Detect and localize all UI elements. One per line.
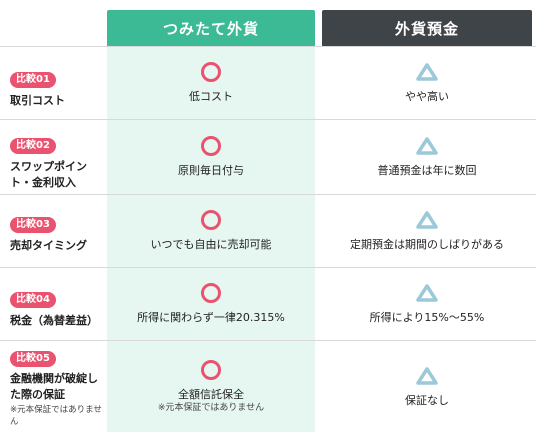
tsumitate-note: ※元本保証ではありません <box>157 402 265 413</box>
row-title: スワップポイント・金利収入 <box>10 160 87 189</box>
table-row: 比較03 売却タイミング いつでも自由に売却可能 定期預金は期間のしばりがある <box>0 195 536 267</box>
tsumitate-cell: 所得に関わらず一律20.315% <box>107 268 315 340</box>
yokin-cell: やや高い <box>322 47 532 119</box>
row-divider <box>0 267 536 268</box>
row-label: 比較01 取引コスト <box>10 67 105 109</box>
yokin-cell: 所得により15%〜55% <box>322 268 532 340</box>
yokin-value: 普通預金は年に数回 <box>377 164 477 177</box>
row-label: 比較03 売却タイミング <box>10 212 105 254</box>
row-title: 売却タイミング <box>10 239 87 252</box>
table-row: 比較01 取引コスト 低コスト やや高い <box>0 47 536 119</box>
comparison-badge: 比較05 <box>10 351 56 367</box>
tsumitate-cell: 低コスト <box>107 47 315 119</box>
row-title: 取引コスト <box>10 94 65 107</box>
tsumitate-value: 原則毎日付与 <box>178 164 244 177</box>
tsumitate-value: いつでも自由に売却可能 <box>150 238 272 251</box>
triangle-icon <box>416 63 438 81</box>
yokin-cell: 保証なし <box>322 341 532 432</box>
row-label: 比較05 金融機関が破綻した際の保証 ※元本保証ではありません <box>10 346 105 428</box>
row-divider <box>0 46 536 47</box>
yokin-value: やや高い <box>405 90 449 103</box>
row-title: 金融機関が破綻した際の保証 <box>10 372 98 401</box>
table-row: 比較05 金融機関が破綻した際の保証 ※元本保証ではありません 全額信託保全 ※… <box>0 341 536 432</box>
row-title: 税金（為替差益） <box>10 314 98 327</box>
triangle-icon <box>416 137 438 155</box>
circle-icon <box>201 359 221 380</box>
row-divider <box>0 340 536 341</box>
yokin-cell: 定期預金は期間のしばりがある <box>322 195 532 267</box>
row-note: ※元本保証ではありません <box>10 405 102 427</box>
tsumitate-cell: 原則毎日付与 <box>107 120 315 194</box>
row-divider <box>0 194 536 195</box>
comparison-badge: 比較02 <box>10 138 56 154</box>
triangle-icon <box>416 284 438 302</box>
comparison-badge: 比較01 <box>10 72 56 88</box>
yokin-value: 所得により15%〜55% <box>369 311 485 324</box>
table-row: 比較02 スワップポイント・金利収入 原則毎日付与 普通預金は年に数回 <box>0 120 536 194</box>
circle-icon <box>201 283 221 303</box>
circle-icon <box>201 62 221 82</box>
header-gaika-yokin: 外貨預金 <box>322 10 532 46</box>
comparison-badge: 比較04 <box>10 292 56 308</box>
tsumitate-cell: いつでも自由に売却可能 <box>107 195 315 267</box>
header-tsumitate-gaika: つみたて外貨 <box>107 10 315 46</box>
circle-icon <box>201 136 221 156</box>
tsumitate-value: 全額信託保全 <box>178 387 244 401</box>
triangle-icon <box>416 366 438 385</box>
tsumitate-value: 所得に関わらず一律20.315% <box>137 311 285 324</box>
table-row: 比較04 税金（為替差益） 所得に関わらず一律20.315% 所得により15%〜… <box>0 268 536 340</box>
yokin-cell: 普通預金は年に数回 <box>322 120 532 194</box>
comparison-badge: 比較03 <box>10 217 56 233</box>
row-label: 比較04 税金（為替差益） <box>10 287 105 329</box>
tsumitate-cell: 全額信託保全 ※元本保証ではありません <box>107 341 315 432</box>
tsumitate-value: 低コスト <box>189 90 233 103</box>
circle-icon <box>201 210 221 230</box>
row-label: 比較02 スワップポイント・金利収入 <box>10 133 105 191</box>
triangle-icon <box>416 211 438 229</box>
yokin-value: 定期預金は期間のしばりがある <box>350 238 504 251</box>
yokin-value: 保証なし <box>405 393 449 407</box>
row-divider <box>0 119 536 120</box>
